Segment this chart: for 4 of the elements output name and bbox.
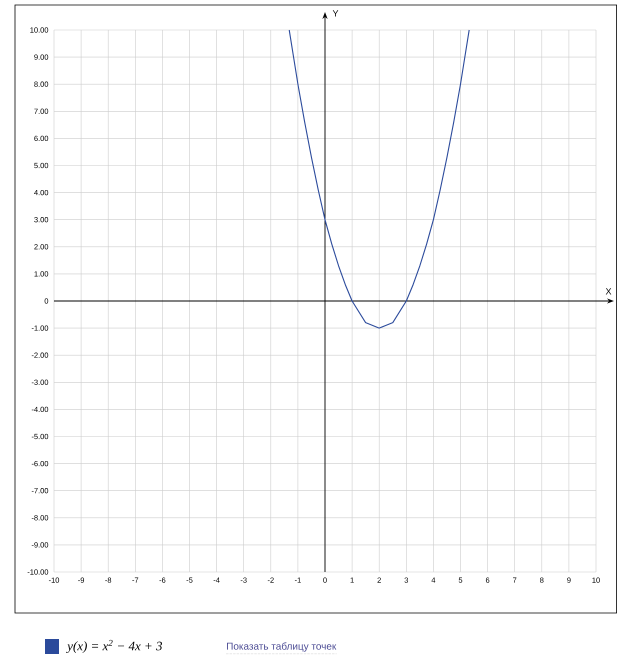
text: Показать таблицу точек	[226, 642, 336, 652]
y-axis-title: Y	[332, 10, 338, 16]
x-axis-title: X	[606, 288, 612, 294]
legend-label: y(x) = x$^{2}$ − 4x + 3	[66, 640, 162, 654]
